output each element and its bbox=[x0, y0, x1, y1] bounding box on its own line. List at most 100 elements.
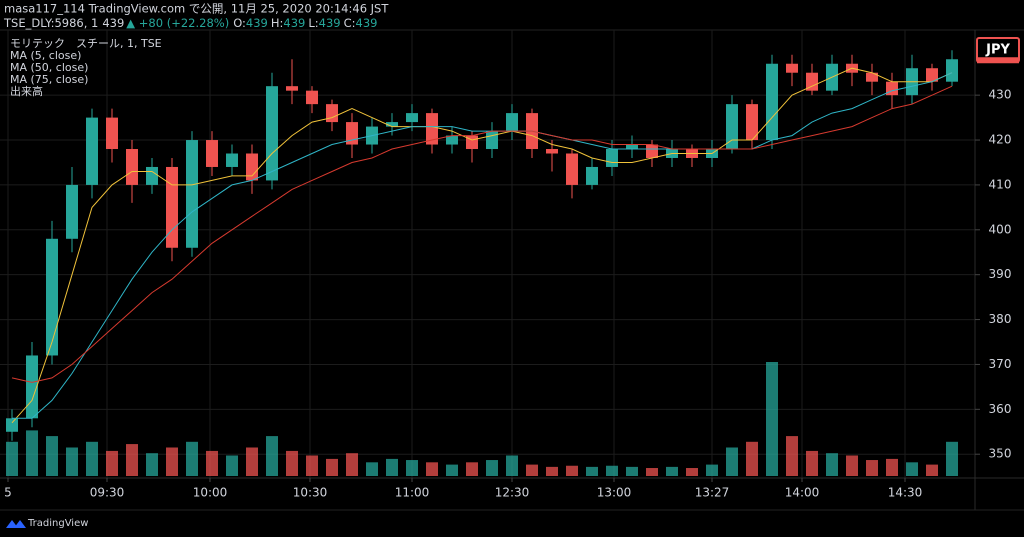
candle-body bbox=[286, 86, 298, 91]
candle-body bbox=[566, 153, 578, 185]
volume-bar bbox=[946, 441, 958, 476]
volume-bar bbox=[506, 455, 518, 476]
candle-body bbox=[26, 355, 38, 419]
candle-body bbox=[86, 117, 98, 185]
volume-bar bbox=[46, 436, 58, 476]
candle-body bbox=[226, 153, 238, 167]
y-tick-label: 360 bbox=[989, 402, 1012, 416]
legend-entry: 出来高 bbox=[10, 84, 43, 98]
candle-body bbox=[266, 86, 278, 181]
candle-body bbox=[506, 113, 518, 132]
candle-body bbox=[6, 418, 18, 432]
y-tick-label: 350 bbox=[989, 447, 1012, 461]
volume-bar bbox=[686, 468, 698, 476]
volume-bar bbox=[446, 464, 458, 476]
candle-body bbox=[926, 68, 938, 82]
legend-entry: MA (5, close) bbox=[10, 49, 81, 62]
volume-bar bbox=[566, 465, 578, 476]
candle-body bbox=[386, 122, 398, 127]
volume-bar bbox=[926, 464, 938, 476]
candle-body bbox=[126, 149, 138, 185]
volume-bar bbox=[406, 460, 418, 476]
volume-bar bbox=[386, 458, 398, 476]
volume-bar bbox=[626, 466, 638, 476]
volume-bar bbox=[746, 441, 758, 476]
volume-bar bbox=[146, 453, 158, 476]
volume-bar bbox=[366, 462, 378, 476]
volume-bar bbox=[846, 455, 858, 476]
candle-body bbox=[446, 135, 458, 145]
volume-bar bbox=[86, 441, 98, 476]
y-tick-label: 390 bbox=[989, 267, 1012, 281]
volume-bar bbox=[666, 466, 678, 476]
l-val: 439 bbox=[319, 16, 341, 30]
volume-bar bbox=[66, 447, 78, 476]
candle-body bbox=[626, 144, 638, 150]
volume-bar bbox=[266, 436, 278, 476]
volume-bar bbox=[166, 447, 178, 476]
volume-bar bbox=[646, 468, 658, 476]
volume-bar bbox=[806, 450, 818, 476]
candle-body bbox=[766, 63, 778, 141]
y-tick-label: 410 bbox=[989, 177, 1012, 191]
volume-bar bbox=[906, 462, 918, 476]
candle-body bbox=[406, 113, 418, 123]
candle-body bbox=[66, 184, 78, 239]
symbol: TSE_DLY:5986, 1 439 ▲ +80 (+22.28%) O: 439 H:… bbox=[3, 16, 377, 30]
volume-bar bbox=[186, 441, 198, 476]
candle-body bbox=[886, 81, 898, 96]
volume-bar bbox=[606, 465, 618, 476]
l: L: bbox=[308, 16, 318, 30]
ma-line bbox=[11, 85, 953, 383]
volume-bar bbox=[346, 453, 358, 476]
candle-body bbox=[326, 104, 338, 123]
candle-body bbox=[486, 131, 498, 150]
candle-body bbox=[106, 117, 118, 150]
candle-body bbox=[946, 59, 958, 82]
change: ▲ +80 (+22.28%) bbox=[126, 16, 229, 30]
volume-bar bbox=[706, 464, 718, 476]
x-tick-label: 13:27 bbox=[695, 486, 730, 500]
brand-logo bbox=[6, 520, 26, 528]
c: C: bbox=[344, 16, 356, 30]
candle-body bbox=[746, 104, 758, 141]
volume-bar bbox=[766, 362, 778, 476]
publish-line: masa117_114 TradingView.com で公開, 11月 25,… bbox=[4, 2, 389, 16]
y-tick-label: 420 bbox=[989, 133, 1012, 147]
symbol-name: TSE_DLY:5986, 1 bbox=[3, 16, 98, 30]
candle-body bbox=[206, 140, 218, 167]
candle-body bbox=[586, 166, 598, 185]
volume-bar bbox=[426, 462, 438, 476]
candle-body bbox=[806, 72, 818, 91]
candle-body bbox=[786, 63, 798, 73]
candle-body bbox=[246, 153, 258, 181]
candle-body bbox=[146, 166, 158, 185]
x-tick-label: 11:00 bbox=[395, 486, 430, 500]
candle-body bbox=[646, 144, 658, 158]
candle-body bbox=[466, 135, 478, 150]
candle-body bbox=[606, 149, 618, 167]
candle-body bbox=[426, 113, 438, 145]
ma-line bbox=[11, 67, 953, 424]
volume-bar bbox=[326, 458, 338, 476]
volume-bar bbox=[866, 460, 878, 476]
legend-entry: モリテック スチール, 1, TSE bbox=[10, 37, 162, 50]
volume-bar bbox=[286, 450, 298, 476]
volume-bar bbox=[26, 430, 38, 476]
volume-bar bbox=[206, 450, 218, 476]
x-tick-label: 13:00 bbox=[597, 486, 632, 500]
y-tick-label: 400 bbox=[989, 222, 1012, 236]
x-tick-label: 5 bbox=[4, 486, 12, 500]
volume-bar bbox=[786, 436, 798, 476]
c-val: 439 bbox=[356, 16, 378, 30]
h: H: bbox=[271, 16, 284, 30]
o: O: bbox=[233, 16, 246, 30]
volume-bar bbox=[526, 464, 538, 476]
volume-bar bbox=[106, 450, 118, 476]
currency: JPY bbox=[985, 43, 1010, 58]
y-tick-label: 370 bbox=[989, 357, 1012, 371]
volume-bar bbox=[6, 441, 18, 476]
volume-bar bbox=[466, 462, 478, 476]
